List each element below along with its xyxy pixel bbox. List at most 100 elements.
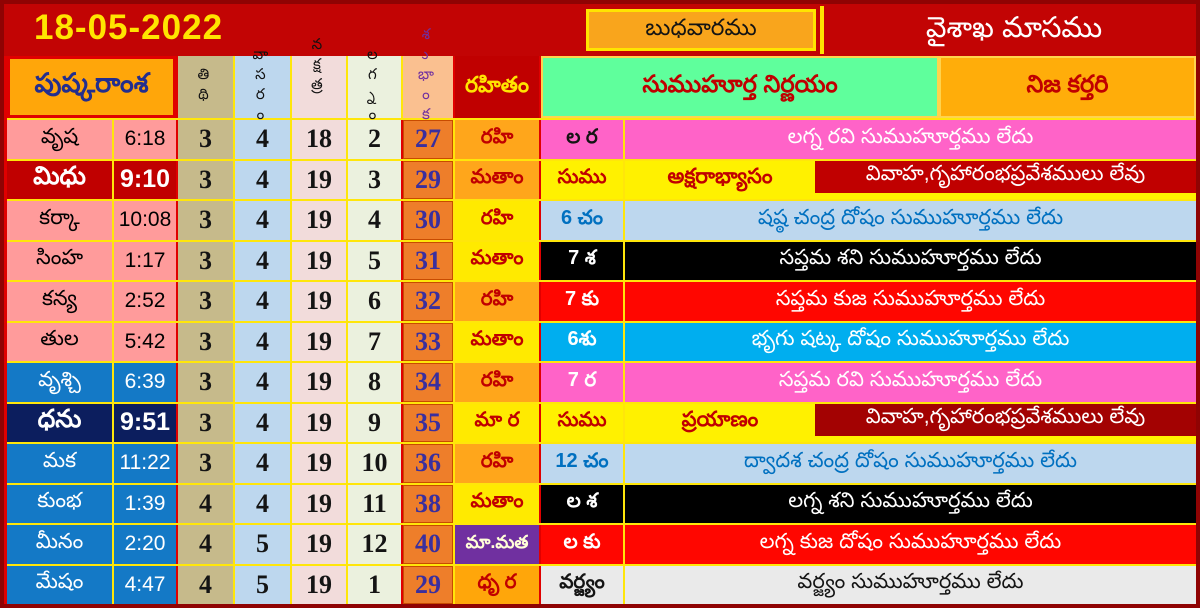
vara-value: 4 — [235, 120, 290, 159]
total-score: 36 — [403, 444, 453, 483]
dosha-message: లగ్న శని సుముహూర్తము లేదు — [625, 484, 1196, 523]
month-title: వైశాఖ మాసము — [925, 12, 1103, 44]
time-cell: 1:39 — [114, 484, 176, 523]
total-score: 35 — [403, 403, 453, 442]
rahitham-cell: మతాం — [455, 241, 539, 280]
time-cell: 4:47 — [114, 565, 176, 604]
dosha-label: సుము — [541, 160, 623, 199]
nakshatra-value: 19 — [292, 322, 346, 361]
rasi-cell: వృష — [7, 120, 112, 159]
tithi-value: 3 — [178, 282, 233, 321]
lagna-value: 8 — [348, 363, 401, 402]
dosha-message: షష్ఠ చంద్ర దోషం సుముహూర్తము లేదు — [625, 201, 1196, 240]
vara-value: 4 — [235, 403, 290, 442]
top-bar: 18-05-2022 బుధవారము వైశాఖ మాసము — [4, 4, 1196, 56]
dosha-message: లగ్న రవి సుముహూర్తము లేదు — [625, 120, 1196, 159]
dosha-message: వర్జ్యం సుముహూర్తము లేదు — [625, 565, 1196, 604]
dosha-label: వర్జ్యం — [541, 565, 623, 604]
nakshatra-value: 18 — [292, 120, 346, 159]
nakshatra-value: 19 — [292, 444, 346, 483]
dosha-label: 7 శ — [541, 241, 623, 280]
activity-label: ప్రయాణం — [681, 408, 759, 432]
dosha-message: వివాహ,గృహారంభప్రవేశములు లేవు — [815, 403, 1196, 436]
weekday-badge: బుధవారము — [586, 9, 816, 51]
total-score: 40 — [403, 525, 453, 564]
dosha-label: సుము — [541, 403, 623, 442]
dosha-message-split: ప్రయాణం వివాహ,గృహారంభప్రవేశములు లేవు — [625, 403, 1196, 442]
time-cell: 11:22 — [114, 444, 176, 483]
rasi-cell: కర్కా — [7, 201, 112, 240]
rasi-cell: తుల — [7, 322, 112, 361]
right-section-header: సుముహూర్త నిర్ణయం నిజ కర్తరి — [541, 56, 1196, 118]
dosha-label: ల కు — [541, 525, 623, 564]
total-score: 29 — [403, 565, 453, 604]
time-cell: 1:17 — [114, 241, 176, 280]
time-cell: 6:39 — [114, 363, 176, 402]
nakshatra-value: 19 — [292, 282, 346, 321]
tithi-value: 3 — [178, 120, 233, 159]
rahitham-cell: రహి — [455, 444, 539, 483]
lagna-value: 6 — [348, 282, 401, 321]
rahitham-cell: మతాం — [455, 160, 539, 199]
lagna-value: 9 — [348, 403, 401, 442]
vara-value: 4 — [235, 241, 290, 280]
total-score: 30 — [403, 201, 453, 240]
date-label: 18-05-2022 — [34, 8, 224, 47]
lagna-value: 5 — [348, 241, 401, 280]
tithi-value: 3 — [178, 444, 233, 483]
dosha-message: వివాహ,గృహారంభప్రవేశములు లేవు — [815, 160, 1196, 193]
vara-value: 4 — [235, 363, 290, 402]
tithi-value: 3 — [178, 403, 233, 442]
dosha-message: ద్వాదశ చంద్ర దోషం సుముహూర్తము లేదు — [625, 444, 1196, 483]
rasi-cell: మేషం — [7, 565, 112, 604]
nakshatra-value: 19 — [292, 160, 346, 199]
nakshatra-value: 19 — [292, 201, 346, 240]
vara-value: 4 — [235, 160, 290, 199]
lagna-value: 11 — [348, 484, 401, 523]
muhurta-table: పుష్కరాంశ తిథి వాసరం నక్షత్రం లగ్నం శుభా… — [4, 27, 1196, 604]
dosha-message: సప్తమ రవి సుముహూర్తము లేదు — [625, 363, 1196, 402]
rasi-cell: మక — [7, 444, 112, 483]
rahitham-cell: రహి — [455, 120, 539, 159]
total-score: 31 — [403, 241, 453, 280]
vara-value: 4 — [235, 484, 290, 523]
dosha-label: 12 చం — [541, 444, 623, 483]
nakshatra-column-header: నక్షత్రం — [292, 37, 346, 137]
topbar-divider — [820, 6, 824, 54]
rasi-cell: సింహ — [7, 241, 112, 280]
nakshatra-value: 19 — [292, 363, 346, 402]
vara-value: 5 — [235, 525, 290, 564]
nakshatra-value: 19 — [292, 565, 346, 604]
rahitham-cell: రహి — [455, 201, 539, 240]
lagna-column-header: లగ్నం — [348, 47, 401, 127]
vara-value: 5 — [235, 565, 290, 604]
tithi-value: 3 — [178, 160, 233, 199]
activity-label: అక్షరాభ్యాసం — [667, 165, 773, 189]
rasi-cell: కుంభ — [7, 484, 112, 523]
tithi-value: 4 — [178, 525, 233, 564]
rahitham-cell: రహి — [455, 282, 539, 321]
dosha-message: లగ్న కుజ దోషం సుముహూర్తము లేదు — [625, 525, 1196, 564]
nakshatra-value: 19 — [292, 241, 346, 280]
rahitham-cell: మతాం — [455, 322, 539, 361]
dosha-label: 7 ర — [541, 363, 623, 402]
lagna-value: 7 — [348, 322, 401, 361]
lagna-value: 4 — [348, 201, 401, 240]
time-cell: 10:08 — [114, 201, 176, 240]
rasi-cell: మిధు — [7, 160, 112, 199]
rasi-cell: మీనం — [7, 525, 112, 564]
tithi-value: 3 — [178, 322, 233, 361]
vara-value: 4 — [235, 322, 290, 361]
rahitham-column-header: రహితం — [455, 56, 539, 118]
total-score: 29 — [403, 160, 453, 199]
rasi-cell: వృశ్చి — [7, 363, 112, 402]
dosha-message-split: అక్షరాభ్యాసం వివాహ,గృహారంభప్రవేశములు లేవ… — [625, 160, 1196, 199]
rahitham-cell: మా ర — [455, 403, 539, 442]
tithi-value: 3 — [178, 201, 233, 240]
rahitham-cell: రహి — [455, 363, 539, 402]
tithi-value: 4 — [178, 484, 233, 523]
nakshatra-value: 19 — [292, 525, 346, 564]
vara-value: 4 — [235, 201, 290, 240]
rahitham-cell: ధృ ర — [455, 565, 539, 604]
